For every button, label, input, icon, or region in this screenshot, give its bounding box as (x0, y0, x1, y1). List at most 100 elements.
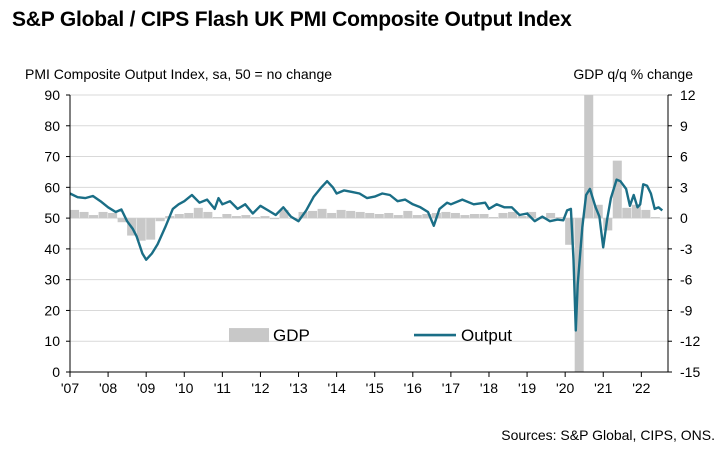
right-axis-label: GDP q/q % change (573, 66, 693, 82)
gdp-bar (203, 211, 213, 219)
left-tick-label: 80 (44, 118, 60, 134)
gdp-bar (146, 218, 156, 240)
x-tick-label: '09 (137, 380, 155, 396)
x-tick-label: '11 (214, 380, 231, 396)
gdp-bar (622, 207, 632, 219)
gdp-bar (460, 215, 470, 219)
gdp-bar (98, 211, 108, 219)
right-tick-label: -3 (680, 241, 693, 257)
gdp-bar (517, 216, 527, 219)
gdp-bar (384, 212, 394, 219)
gdp-bar (631, 204, 641, 219)
gdp-bar (269, 218, 279, 220)
left-tick-label: 60 (44, 179, 60, 195)
gdp-bar (603, 218, 613, 231)
x-tick-label: '18 (480, 380, 498, 396)
left-tick-label: 90 (44, 87, 60, 103)
x-tick-label: '13 (289, 380, 307, 396)
right-tick-label: 0 (680, 210, 688, 226)
legend-output-label: Output (461, 326, 512, 345)
left-tick-label: 30 (44, 272, 60, 288)
x-tick-label: '20 (556, 380, 574, 396)
left-tick-label: 70 (44, 149, 60, 165)
gdp-bar (174, 214, 184, 219)
gdp-bar (184, 212, 194, 219)
gdp-bar (422, 214, 432, 219)
gdp-bar (241, 215, 251, 219)
legend-gdp-swatch (229, 328, 269, 343)
left-axis-label: PMI Composite Output Index, sa, 50 = no … (25, 66, 333, 82)
right-tick-label: -12 (680, 333, 700, 349)
x-tick-label: '22 (632, 380, 650, 396)
x-tick-label: '21 (594, 380, 612, 396)
gdp-bar (469, 214, 479, 219)
x-tick-label: '15 (366, 380, 384, 396)
gdp-bar (279, 209, 289, 219)
gdp-bar (508, 211, 518, 219)
x-tick-label: '12 (251, 380, 269, 396)
x-tick-label: '17 (442, 380, 460, 396)
left-tick-label: 10 (44, 333, 60, 349)
gdp-bar (89, 215, 99, 219)
right-tick-label: -15 (680, 364, 700, 380)
x-tick-label: '08 (99, 380, 117, 396)
gdp-bar (565, 218, 575, 245)
right-tick-label: -9 (680, 302, 693, 318)
gdp-bar (70, 209, 80, 219)
gdp-bar (574, 218, 584, 372)
gdp-bar (546, 212, 556, 219)
gdp-bar (450, 212, 460, 219)
right-tick-label: -6 (680, 272, 693, 288)
x-tick-label: '14 (327, 380, 345, 396)
gdp-bar (555, 217, 565, 219)
output-line (69, 178, 664, 332)
right-tick-label: 6 (680, 149, 688, 165)
gdp-bar (108, 212, 118, 219)
gdp-bar (393, 215, 403, 219)
gdp-bar (479, 214, 489, 219)
chart-title: S&P Global / CIPS Flash UK PMI Composite… (12, 8, 572, 31)
gdp-bar (336, 209, 346, 219)
gdp-bar (117, 218, 127, 223)
gdp-bar (327, 212, 337, 219)
right-tick-label: 3 (680, 179, 688, 195)
gdp-bar (527, 211, 537, 219)
gdp-bar (212, 217, 222, 219)
left-tick-label: 0 (52, 364, 60, 380)
right-tick-label: 12 (680, 87, 696, 103)
x-tick-label: '07 (61, 380, 79, 396)
gdp-bar (412, 215, 422, 219)
left-tick-label: 20 (44, 302, 60, 318)
right-tick-label: 9 (680, 118, 688, 134)
gdp-bar (488, 217, 499, 219)
gdp-bar (365, 212, 375, 219)
gdp-bar (355, 211, 365, 219)
gdp-bar (250, 217, 260, 219)
gdp-bar (612, 160, 622, 219)
gdp-bar (498, 212, 508, 219)
gdp-bar (317, 208, 327, 219)
gdp-bar (308, 210, 318, 219)
source-note: Sources: S&P Global, CIPS, ONS. (501, 427, 715, 443)
left-tick-label: 40 (44, 241, 60, 257)
gdp-bar (222, 214, 232, 219)
legend-gdp-label: GDP (273, 326, 310, 345)
gdp-bar (584, 95, 594, 219)
gdp-bar (650, 217, 660, 219)
x-tick-label: '19 (518, 380, 536, 396)
gdp-bar (346, 210, 356, 219)
x-tick-label: '10 (175, 380, 193, 396)
gdp-bar (79, 211, 89, 219)
x-tick-label: '16 (404, 380, 422, 396)
gdp-bar (403, 210, 413, 219)
gdp-bar (641, 209, 651, 219)
gdp-bar (231, 216, 241, 219)
gdp-bar (441, 211, 451, 219)
gdp-bar (260, 216, 270, 219)
gdp-bar (136, 218, 146, 241)
gdp-bar (193, 207, 203, 219)
gdp-bar (155, 218, 165, 222)
left-tick-label: 50 (44, 210, 60, 226)
gdp-bar (374, 214, 384, 219)
